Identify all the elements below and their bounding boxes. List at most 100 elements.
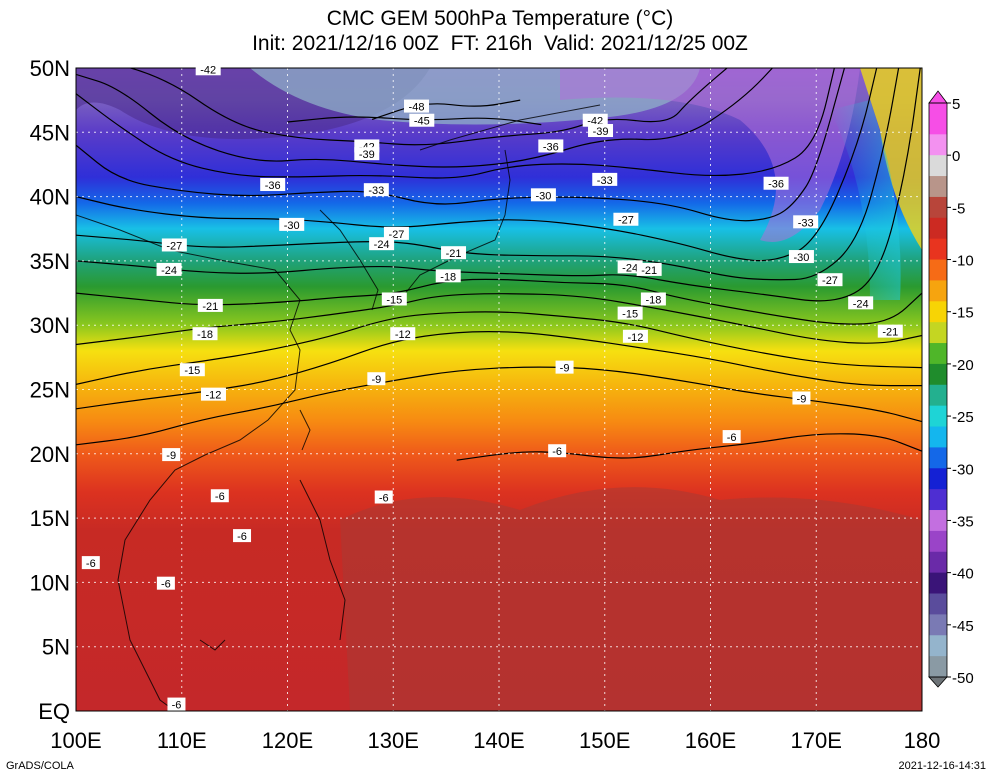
- isotherm-label: -6: [81, 556, 100, 570]
- lat-tick-label: 50N: [30, 56, 70, 81]
- isotherm-label: -6: [722, 430, 741, 444]
- isotherm--6: [456, 433, 922, 461]
- colorbar-segment: [929, 614, 947, 636]
- colorbar-segment: [929, 363, 947, 386]
- colorbar-segment: [929, 572, 947, 595]
- isotherm-label-text: -45: [414, 116, 430, 128]
- lat-tick-label: 5N: [42, 635, 70, 660]
- isotherm-label-text: -15: [622, 309, 638, 321]
- isotherm-label: -33: [592, 172, 618, 187]
- colorbar-tick-label: -35: [952, 513, 974, 530]
- isotherm-label: -36: [763, 176, 789, 191]
- lat-tick-label: 15N: [30, 506, 70, 531]
- isotherm-label: -39: [588, 124, 614, 138]
- colorbar-segment: [929, 656, 947, 678]
- colorbar-segment: [929, 384, 947, 407]
- colorbar: 5 0 -5 -10 -15 -20 -25 -30 -35 -40 -45 -50: [928, 90, 974, 688]
- isotherm-label-box: [210, 489, 229, 503]
- isotherm-label: -9: [792, 391, 811, 406]
- colorbar-segment: [929, 530, 947, 553]
- isotherm-label-text: -9: [166, 450, 176, 462]
- isotherm-label-text: -21: [446, 248, 462, 260]
- lon-tick-label: 150E: [579, 728, 630, 753]
- colorbar-segment: [929, 405, 947, 428]
- colorbar-segment: [929, 301, 947, 323]
- isotherm-label: -9: [555, 360, 574, 375]
- isotherm-label: -6: [167, 697, 186, 712]
- isotherm-label: -27: [817, 273, 843, 287]
- isotherm-label-box: [548, 444, 567, 458]
- isotherm-label: -21: [636, 262, 662, 277]
- isotherm-label: -9: [367, 372, 386, 386]
- map-title: CMC GEM 500hPa Temperature (°C) Init: 20…: [0, 6, 1000, 56]
- lon-tick-label: 170E: [791, 728, 842, 753]
- colorbar-segment: [929, 238, 947, 261]
- coastlines: [76, 104, 601, 711]
- isotherm--24: [76, 68, 921, 302]
- isotherm-label-text: -21: [202, 301, 218, 313]
- isotherm-label-text: -33: [597, 175, 613, 187]
- isotherm-label-text: -39: [593, 126, 609, 138]
- isotherm-label: -21: [441, 246, 467, 260]
- isotherm--33: [76, 68, 846, 222]
- colorbar-segment: [929, 447, 947, 469]
- isotherm-label: -42: [195, 62, 221, 76]
- isotherm-label-text: -33: [798, 217, 814, 229]
- isotherm--45: [287, 116, 542, 126]
- isotherm-label-text: -15: [386, 294, 402, 306]
- isotherm-label-text: -36: [265, 180, 281, 192]
- isotherm-label-box: [636, 262, 662, 276]
- colorbar-segment: [929, 322, 947, 344]
- isotherm--9: [76, 366, 922, 446]
- isotherm-label-text: -33: [368, 185, 384, 197]
- colorbar-tick-label: -50: [952, 670, 974, 687]
- isotherm--27: [76, 68, 900, 281]
- isotherm-label: -6: [374, 490, 393, 505]
- colorbar-segment: [929, 551, 947, 574]
- isotherm-label: -45: [409, 113, 435, 128]
- isotherm-label: -48: [404, 99, 430, 114]
- isotherm-label-box: [81, 556, 100, 570]
- isotherm-label: -39: [354, 147, 380, 161]
- isotherm-label-box: [200, 387, 226, 401]
- isotherm-label: -24: [369, 237, 395, 251]
- isotherm-label-box: [588, 124, 614, 138]
- isotherm-label-box: [279, 217, 305, 231]
- isotherm-label-box: [260, 178, 286, 192]
- lat-tick-label: 20N: [30, 442, 70, 467]
- colorbar-segment: [929, 217, 947, 240]
- colorbar-segment: [929, 134, 947, 156]
- colorbar-segment: [929, 103, 947, 135]
- isotherm-label-box: [435, 269, 461, 283]
- isotherm-label-text: -18: [197, 329, 213, 341]
- isotherm-label-text: -24: [853, 298, 869, 310]
- isotherm-label-box: [161, 238, 187, 252]
- isotherm-label-box: [195, 62, 221, 76]
- colorbar-tick-label: 0: [952, 148, 960, 165]
- lon-tick-label: 180: [904, 728, 941, 753]
- isotherm-label: -6: [233, 529, 252, 543]
- isotherm-label-text: -42: [200, 64, 216, 76]
- isotherm-labels: -42-48-45-42-39-42-39-36-36-33-33-36-30-…: [81, 62, 903, 712]
- korea-coastline: [319, 209, 379, 311]
- isotherm-label-box: [197, 298, 223, 312]
- isotherm-label-text: -6: [237, 531, 247, 543]
- isotherm-label-text: -6: [172, 700, 182, 712]
- warm-tropics: [340, 487, 922, 711]
- warm-tongue-northeast: [860, 68, 922, 250]
- isotherm-label-box: [877, 324, 903, 338]
- isotherm-label: -15: [381, 292, 407, 306]
- lon-tick-label: 140E: [473, 728, 524, 753]
- colorbar-tick-label: -30: [952, 461, 974, 478]
- isotherm-label-box: [363, 183, 389, 197]
- colorbar-segment: [929, 176, 947, 198]
- isotherm-label-box: [538, 139, 564, 153]
- taiwan-coastline: [299, 409, 311, 451]
- lon-tick-label: 110E: [157, 728, 207, 753]
- title-line-1: CMC GEM 500hPa Temperature (°C): [326, 7, 674, 30]
- isotherm-label: -6: [548, 444, 567, 458]
- isotherm-label: -33: [363, 183, 389, 197]
- isotherm-label: -6: [156, 576, 175, 591]
- isotherm-label-text: -24: [161, 265, 177, 277]
- isotherm-label-text: -30: [535, 190, 551, 202]
